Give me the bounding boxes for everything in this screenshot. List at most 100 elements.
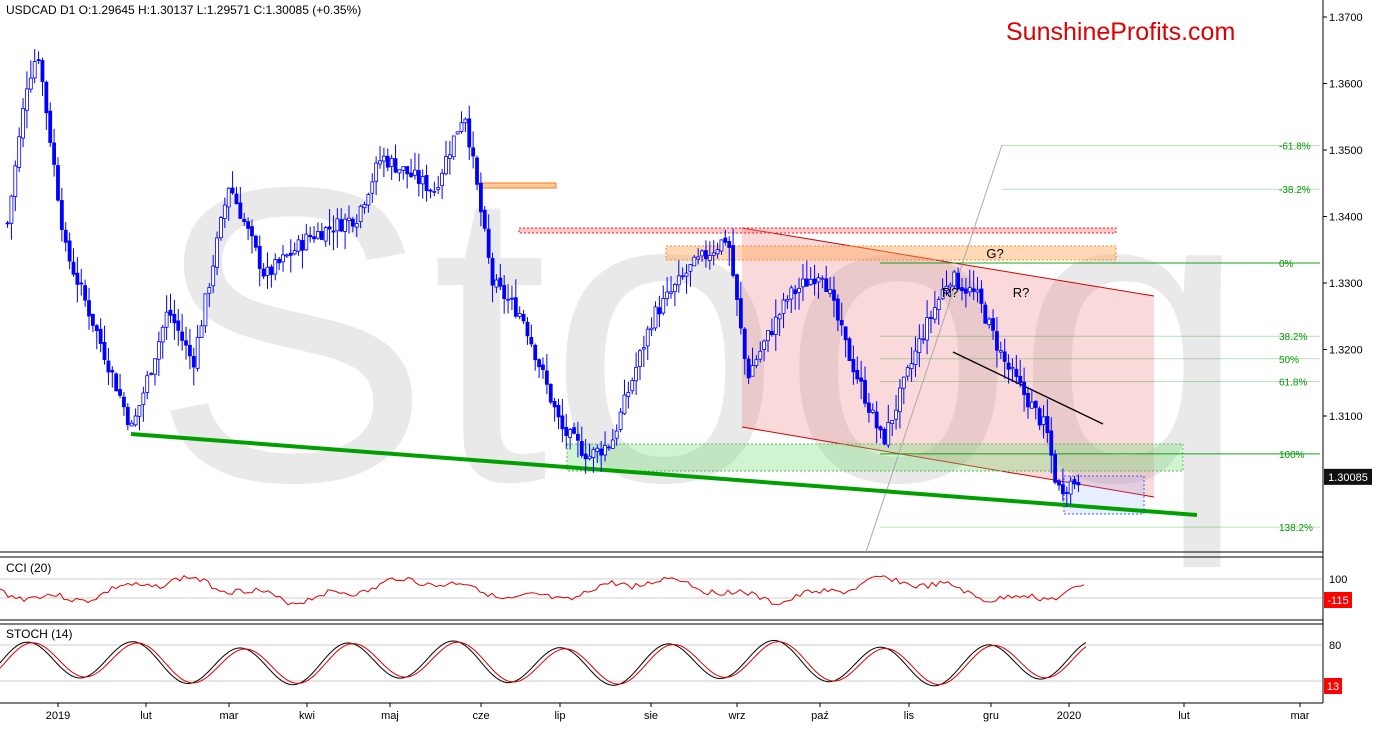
candle-body [269,266,274,275]
candle-body [754,359,759,366]
candle-body [52,142,56,165]
candle-body [719,239,724,252]
candle-body [79,282,84,285]
cci-value-label: -115 [1327,595,1348,607]
candle-body [366,194,371,206]
candle-body [746,358,751,379]
candle-body [106,360,111,373]
candle-body [273,259,278,275]
candle-body [1026,392,1030,408]
candle-body [184,340,188,346]
candle-body [905,367,910,377]
candle-body [618,411,623,430]
candle-body [770,331,774,335]
candle-body [28,77,33,90]
candle-body [261,268,266,277]
x-tick-label: lis [904,710,915,722]
candle-body [114,373,119,392]
candle-body [230,187,235,194]
x-tick-label: mar [1291,710,1310,722]
candle-body [405,166,410,175]
candle-body [568,429,573,438]
candle-body [137,405,142,417]
candle-body [603,445,607,456]
candle-body [513,297,518,317]
candle-body [773,316,778,335]
candle-body [436,187,441,190]
candle-body [323,227,328,242]
x-tick-label: lut [1178,710,1190,722]
candle-body [956,272,961,290]
candle-body [191,355,196,368]
candle-body [867,402,871,413]
x-tick-label: 2020 [1057,710,1081,722]
candle-body [459,122,464,132]
candle-body [835,298,840,321]
candle-body [541,364,545,370]
candle-body [731,245,735,276]
candle-body [13,165,18,197]
candle-body [153,358,157,375]
candle-body [350,218,355,227]
candle-body [1006,362,1011,370]
candle-body [316,231,320,239]
candle-body [901,376,906,389]
candle-body [676,275,681,286]
candle-body [987,318,992,326]
candle-body [1010,366,1015,370]
candle-body [211,265,216,287]
stoch-k-line [0,639,1087,687]
stoch-value-label: 13 [1327,681,1339,693]
candle-body [645,328,650,347]
candle-body [172,313,177,324]
cci-value-tag [1324,592,1352,608]
candle-body [971,288,976,292]
candle-body [370,181,375,194]
candle-body [630,380,635,392]
fib-level-label: 138.2% [1279,523,1313,534]
candle-body [9,195,14,224]
candle-body [63,229,68,243]
candle-body [1022,381,1026,395]
candle-body [203,293,208,327]
candle-body [257,246,262,269]
candle-body [141,392,146,405]
candle-body [87,300,91,317]
candle-body [156,341,161,360]
candle-body [347,217,351,222]
candle-body [614,430,619,439]
candle-body [168,309,173,316]
candle-body [102,341,107,361]
candle-body [219,217,223,239]
candle-body [199,325,204,338]
candle-body [921,338,926,341]
candle-body [882,429,887,445]
candle-body [32,61,37,79]
stoch-y-tick-label: 80 [1329,640,1341,652]
candle-body [133,415,138,426]
x-tick-label: cze [472,710,489,722]
candle-body [226,187,231,208]
candle-body [638,350,642,367]
candle-body [75,272,80,285]
candle-body [781,299,786,314]
candle-body [680,275,685,278]
candle-body [253,235,258,248]
candle-body [215,237,219,268]
cci-line [0,575,1085,606]
candle-body [1049,430,1054,456]
candle-body [304,233,309,251]
candle-body [343,218,348,232]
candle-body [1068,480,1073,495]
candle-body [331,230,336,233]
candle-body [804,278,809,287]
candle-body [180,331,185,341]
candle-body [995,331,999,351]
candle-body [537,359,541,368]
fib-anchor-line [865,144,1003,553]
candle-body [59,200,64,230]
candle-body [1029,401,1034,409]
candle-body [913,350,918,366]
candle-body [863,379,867,404]
candle-body [234,193,239,205]
